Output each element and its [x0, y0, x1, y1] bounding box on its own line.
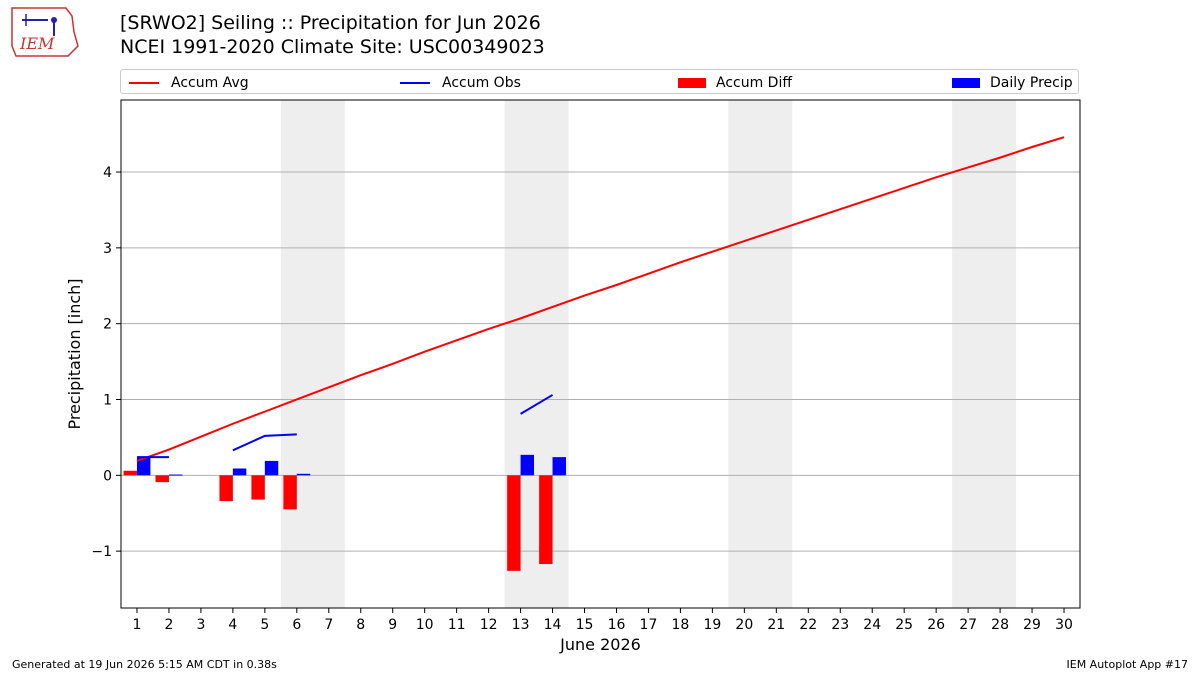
x-tick-label: 2	[164, 617, 173, 633]
y-tick-label: −1	[91, 544, 112, 560]
daily-precip-bar	[136, 457, 151, 476]
x-tick-label: 27	[959, 617, 977, 633]
legend-label-accum-diff: Accum Diff	[716, 74, 793, 91]
x-tick-label: 8	[356, 617, 365, 633]
x-tick-label: 5	[260, 617, 269, 633]
legend-label-accum-avg: Accum Avg	[171, 74, 249, 91]
x-tick-label: 9	[388, 617, 397, 633]
footer-generated: Generated at 19 Jun 2026 5:15 AM CDT in …	[12, 658, 277, 671]
daily-precip-bar	[552, 457, 566, 476]
x-tick-label: 19	[703, 617, 721, 633]
legend-item-accum-obs: Accum Obs	[400, 70, 521, 95]
legend-swatch-daily-precip	[952, 77, 980, 88]
x-tick-label: 22	[799, 617, 817, 633]
legend-swatch-accum-avg	[129, 81, 159, 84]
legend-swatch-accum-obs	[400, 81, 430, 84]
x-tick-label: 11	[448, 617, 466, 633]
x-tick-label: 16	[608, 617, 626, 633]
y-tick-label: 4	[103, 165, 112, 181]
x-tick-label: 1	[133, 617, 142, 633]
chart-title: [SRWO2] Seiling :: Precipitation for Jun…	[120, 12, 541, 34]
daily-precip-bar	[232, 468, 247, 476]
legend-label-daily-precip: Daily Precip	[990, 74, 1073, 91]
footer-app: IEM Autoplot App #17	[1066, 658, 1189, 671]
iem-logo: IEM	[8, 6, 80, 64]
weekend-shade	[728, 100, 793, 608]
x-tick-label: 7	[324, 617, 333, 633]
svg-text:IEM: IEM	[19, 34, 55, 53]
legend-label-accum-obs: Accum Obs	[442, 74, 521, 91]
accum-diff-bar	[155, 475, 169, 483]
legend-swatch-accum-diff	[678, 77, 706, 88]
legend-item-accum-avg: Accum Avg	[129, 70, 249, 95]
accum-obs-line	[520, 394, 554, 415]
y-axis-label: Precipitation [inch]	[65, 278, 84, 429]
x-tick-label: 20	[735, 617, 753, 633]
daily-precip-bar	[296, 473, 311, 476]
weekend-shade	[280, 100, 345, 608]
x-tick-label: 17	[640, 617, 658, 633]
y-tick-label: 1	[103, 392, 112, 408]
accum-diff-bar	[123, 470, 137, 476]
x-tick-label: 23	[831, 617, 849, 633]
iem-logo-icon: IEM	[11, 7, 79, 57]
x-tick-label: 4	[228, 617, 237, 633]
y-tick-label: 2	[103, 317, 112, 333]
x-tick-label: 6	[292, 617, 301, 633]
x-axis-label: June 2026	[559, 635, 641, 654]
x-tick-label: 26	[927, 617, 945, 633]
x-tick-label: 10	[416, 617, 434, 633]
accum-avg-line	[136, 136, 1065, 462]
x-tick-label: 30	[1055, 617, 1073, 633]
daily-precip-bar	[520, 454, 535, 476]
x-tick-label: 29	[1023, 617, 1041, 633]
plot-frame	[120, 99, 1081, 609]
legend-item-accum-diff: Accum Diff	[678, 70, 792, 95]
accum-obs-line	[232, 433, 297, 452]
x-tick-label: 14	[544, 617, 562, 633]
x-tick-label: 24	[863, 617, 881, 633]
accum-diff-bar	[283, 475, 297, 510]
legend: Accum Avg Accum Obs Accum Diff Daily Pre…	[120, 69, 1079, 94]
x-tick-label: 3	[196, 617, 205, 633]
chart-subtitle: NCEI 1991-2020 Climate Site: USC00349023	[120, 36, 545, 58]
accum-diff-bar	[539, 475, 553, 565]
x-tick-label: 25	[895, 617, 913, 633]
x-tick-label: 13	[512, 617, 530, 633]
accum-diff-bar	[507, 475, 521, 571]
x-tick-label: 21	[767, 617, 785, 633]
daily-precip-bar	[168, 474, 183, 476]
daily-precip-bar	[264, 460, 279, 476]
accum-diff-bar	[251, 475, 265, 500]
y-tick-label: 0	[103, 468, 112, 484]
x-tick-label: 15	[576, 617, 594, 633]
x-tick-label: 28	[991, 617, 1009, 633]
accum-diff-bar	[219, 475, 233, 502]
legend-item-daily-precip: Daily Precip	[952, 70, 1073, 95]
x-tick-label: 12	[480, 617, 498, 633]
y-tick-label: 3	[103, 241, 112, 257]
weekend-shade	[952, 100, 1017, 608]
x-tick-label: 18	[672, 617, 690, 633]
